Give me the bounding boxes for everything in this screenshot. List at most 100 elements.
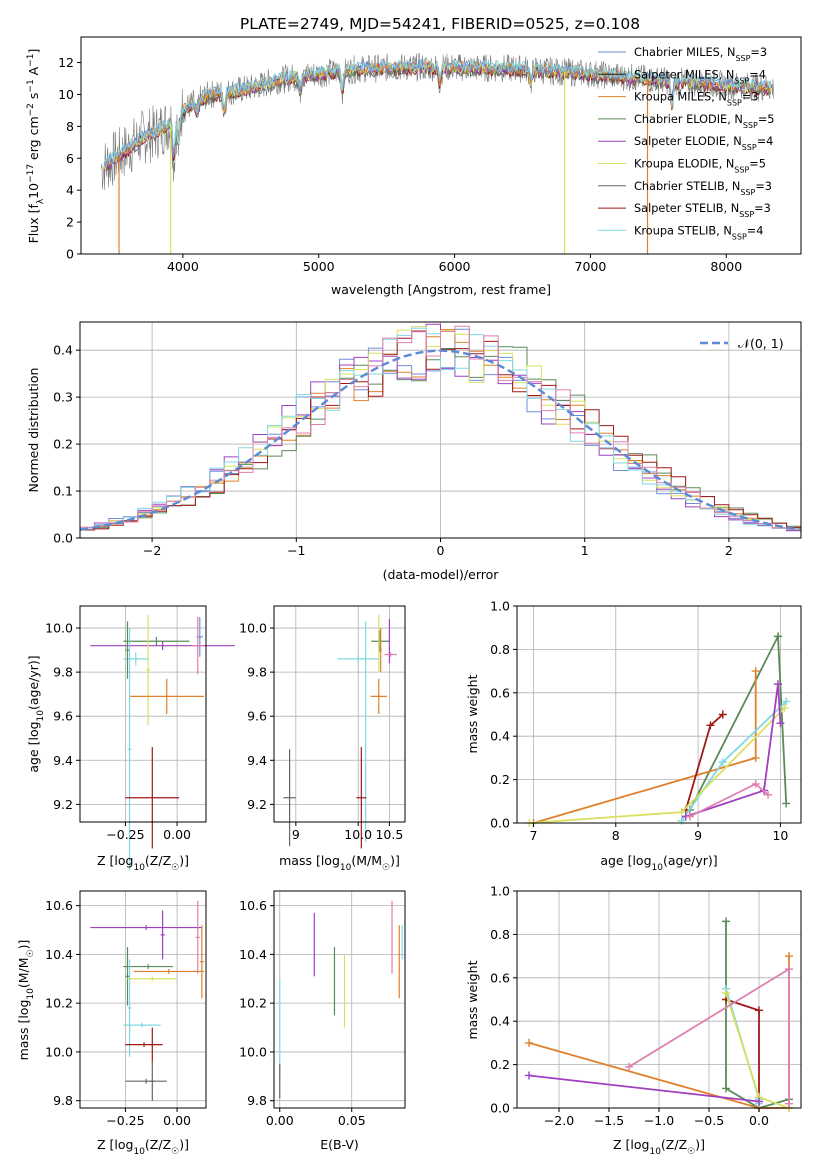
weight-vs-age-xlabel: age [log10(age/yr)] <box>600 853 717 873</box>
residuals-xtick-label: 0 <box>437 543 445 558</box>
spectrum-ytick-label: 6 <box>66 151 74 166</box>
mass-vs-z-xlabel: Z [log10(Z/Z☉)] <box>97 1137 189 1157</box>
mass-vs-z-axes: −0.25 0.00 9.8 10.0 10.2 10.4 10.6 Z [log10(Z/Z… <box>16 890 207 1157</box>
weight-vs-z-marker <box>785 1099 793 1108</box>
age-vs-z-ytick-label: 9.8 <box>53 665 73 680</box>
mass-vs-ebv-xtick-label: 0.05 <box>338 1113 366 1128</box>
mass-vs-ebv-frame <box>273 890 406 1109</box>
weight-vs-age-marker <box>751 779 760 788</box>
age-vs-z-ylabel: age [log10(age/yr)] <box>26 655 46 772</box>
age-vs-mass-frame <box>273 605 406 823</box>
residuals-xtick-label: −1 <box>287 543 305 558</box>
legend-entry: Chabrier ELODIE, NSSP=5 <box>634 113 774 129</box>
legend-entry: Salpeter ELODIE, NSSP=4 <box>634 135 773 152</box>
mass-vs-z-ytick-label: 9.8 <box>53 1093 73 1108</box>
mass-vs-z-ylabel: mass [log10(M/M☉)] <box>16 940 36 1061</box>
age-vs-mass-xtick-label: 9 <box>292 827 300 842</box>
weight-vs-age-marker <box>773 632 782 641</box>
legend-entry: Salpeter MILES, NSSP=4 <box>634 68 766 85</box>
weight-vs-age-axes: 7 8 9 10 0.0 0.2 0.4 0.6 0.8 1.0 age [log10(age/yr… <box>465 599 802 873</box>
weight-vs-z-xtick-label: −1.0 <box>644 1113 674 1128</box>
legend-entry: Chabrier STELIB, NSSP=3 <box>634 180 772 197</box>
weight-vs-age-marker <box>751 667 760 676</box>
age-vs-mass-ytick-label: 9.8 <box>247 665 267 680</box>
mass-vs-ebv-axes: 0.00 0.05 9.8 10.0 10.2 10.4 10.6 E(B-V) <box>239 890 406 1152</box>
residuals-xtick-label: −2 <box>143 543 161 558</box>
mass-vs-ebv-xtick-label: 0.00 <box>266 1113 294 1128</box>
spectrum-xlabel: wavelength [Angstrom, rest frame] <box>331 282 551 297</box>
age-vs-mass-xtick-label: 10.0 <box>344 827 372 842</box>
weight-vs-age-series-line <box>685 683 782 818</box>
weight-vs-age-xtick-label: 8 <box>612 828 620 843</box>
weight-vs-age-series-line <box>680 700 787 822</box>
weight-vs-age-marker <box>718 758 727 767</box>
weight-vs-age-marker <box>706 721 715 730</box>
spectrum-xtick-label: 4000 <box>167 259 199 274</box>
weight-vs-z-xtick-label: −0.5 <box>694 1113 724 1128</box>
mass-vs-ebv-ytick-label: 9.8 <box>247 1093 267 1108</box>
weight-vs-age-marker <box>751 753 760 762</box>
weight-vs-z-marker <box>625 1062 633 1071</box>
weight-vs-age-series-line <box>684 713 724 811</box>
weight-vs-age-frame <box>516 605 802 824</box>
residuals-ytick-label: 0.1 <box>53 484 73 499</box>
mass-vs-z-ytick-label: 10.2 <box>45 996 73 1011</box>
legend-entry: Chabrier MILES, NSSP=3 <box>634 46 767 63</box>
spectrum-ytick-label: 8 <box>66 119 74 134</box>
weight-vs-z-xtick-label: −1.5 <box>594 1113 624 1128</box>
age-vs-mass-ytick-label: 9.2 <box>247 797 267 812</box>
weight-vs-z-marker <box>722 1084 730 1093</box>
weight-vs-z-marker <box>785 952 793 961</box>
legend-entry: Salpeter STELIB, NSSP=3 <box>634 202 771 219</box>
spectrum-xtick-label: 6000 <box>439 259 471 274</box>
residuals-gaussian-curve <box>79 349 802 531</box>
weight-vs-z-marker <box>722 988 730 997</box>
weight-vs-age-ytick-label: 0.6 <box>490 685 510 700</box>
weight-vs-z-marker <box>722 917 730 926</box>
weight-vs-age-marker <box>780 703 789 712</box>
figure-title: PLATE=2749, MJD=54241, FIBERID=0525, z=0… <box>240 15 640 33</box>
weight-vs-z-marker <box>755 1097 763 1106</box>
legend-entry: Kroupa MILES, NSSP=3 <box>634 91 759 108</box>
mass-vs-ebv-xlabel: E(B-V) <box>320 1137 359 1152</box>
residuals-ytick-label: 0.4 <box>53 343 73 358</box>
weight-vs-age-xtick-label: 10 <box>772 828 788 843</box>
spectrum-ytick-label: 0 <box>66 247 74 262</box>
age-vs-mass-ytick-label: 9.6 <box>247 709 267 724</box>
weight-vs-z-ytick-label: 0.6 <box>490 970 510 985</box>
mass-vs-ebv-ytick-label: 10.0 <box>239 1044 267 1059</box>
spectrum-ytick-label: 10 <box>58 87 74 102</box>
mass-vs-ebv-ytick-label: 10.4 <box>239 947 267 962</box>
residuals-ytick-label: 0.0 <box>53 531 73 546</box>
weight-vs-age-marker <box>776 719 785 728</box>
mass-vs-z-ytick-label: 10.4 <box>45 947 73 962</box>
legend-entry: Kroupa STELIB, NSSP=4 <box>634 224 763 241</box>
age-vs-z-xlabel: Z [log10(Z/Z☉)] <box>97 853 189 873</box>
spectrum-legend: Chabrier MILES, NSSP=3 Salpeter MILES, NS… <box>598 46 774 241</box>
residuals-ytick-label: 0.3 <box>53 390 73 405</box>
residuals-histogram-step <box>80 325 801 530</box>
weight-vs-z-ytick-label: 1.0 <box>490 884 510 899</box>
weight-vs-age-ytick-label: 0.8 <box>490 642 510 657</box>
weight-vs-age-marker <box>718 710 727 719</box>
spectrum-ytick-label: 4 <box>66 183 74 198</box>
residuals-xlabel: (data-model)/error <box>383 567 500 582</box>
weight-vs-z-axes: −2.0 −1.5 −1.0 −0.5 0.0 0.0 0.2 0.4 0.6 0.8 1.0 Z [… <box>465 884 802 1157</box>
mass-vs-z-xtick-label: 0.00 <box>163 1113 191 1128</box>
weight-vs-z-ytick-label: 0.8 <box>490 927 510 942</box>
weight-vs-z-ytick-label: 0.4 <box>490 1014 510 1029</box>
weight-vs-age-marker <box>764 790 773 799</box>
weight-vs-age-marker <box>677 808 686 817</box>
residuals-xtick-label: 1 <box>581 543 589 558</box>
weight-vs-z-marker <box>755 1006 763 1015</box>
spectrum-ytick-label: 2 <box>66 215 74 230</box>
weight-vs-z-ytick-label: 0.2 <box>490 1057 510 1072</box>
weight-vs-z-xtick-label: −2.0 <box>544 1113 574 1128</box>
age-vs-z-xtick-label: 0.00 <box>163 827 191 842</box>
spectrum-xtick-label: 7000 <box>575 259 607 274</box>
age-vs-z-axes: −0.25 0.00 9.2 9.4 9.6 9.8 10.0 Z [log10(Z/Z☉)]… <box>26 605 235 873</box>
weight-vs-z-marker <box>785 965 793 974</box>
spectrum-axes: 4000 5000 6000 7000 8000 0 2 4 6 8 10 12 wavelength … <box>26 36 802 297</box>
